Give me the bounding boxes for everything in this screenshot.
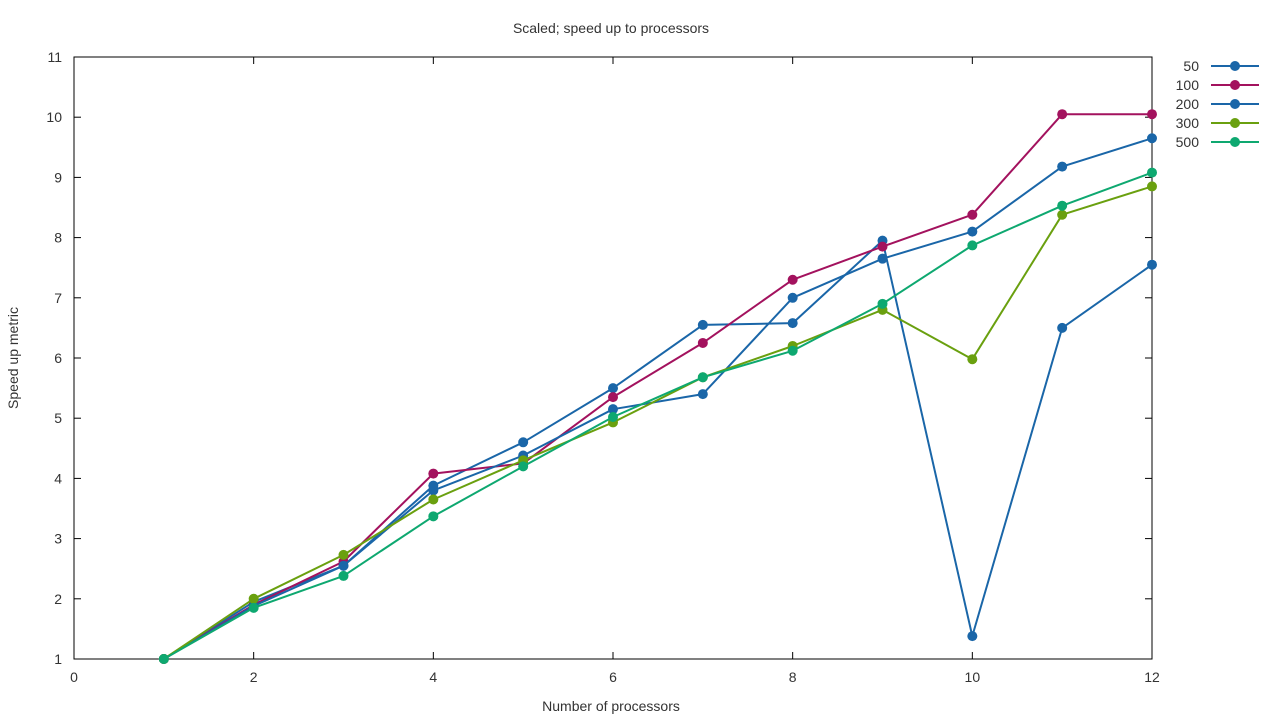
legend-label: 200 (1176, 96, 1200, 112)
y-tick-label: 4 (54, 470, 62, 486)
data-point (877, 241, 888, 252)
y-tick-label: 11 (47, 49, 62, 65)
data-point (787, 274, 798, 285)
data-point (428, 468, 439, 479)
y-axis-label: Speed up metric (5, 307, 21, 409)
data-point (608, 392, 618, 403)
data-point (248, 602, 259, 613)
legend-swatch-marker (1230, 80, 1240, 90)
data-point (967, 631, 978, 642)
data-point (697, 372, 708, 383)
y-tick-label: 7 (54, 290, 62, 306)
data-point (1147, 133, 1157, 144)
series-line (163, 137, 1153, 660)
data-point (787, 292, 798, 303)
data-point (877, 253, 888, 264)
series-50 (158, 235, 1157, 664)
y-tick-label: 10 (46, 109, 62, 125)
x-tick-label: 6 (609, 669, 617, 685)
series-500 (158, 167, 1157, 664)
plot-frame (73, 56, 1153, 660)
legend: 50 100 200 300 500 (1176, 58, 1259, 150)
data-point (787, 318, 798, 329)
data-point (967, 209, 978, 220)
legend-label: 300 (1176, 115, 1200, 131)
legend-item: 200 (1176, 96, 1259, 112)
data-point (1147, 259, 1157, 270)
y-tick-label: 1 (54, 651, 62, 667)
x-tick-label: 2 (250, 669, 258, 685)
legend-label: 500 (1176, 134, 1200, 150)
series-line (163, 239, 1153, 660)
x-tick-label: 0 (70, 669, 78, 685)
data-point (1057, 322, 1068, 333)
data-point (1057, 200, 1068, 211)
series-line (163, 171, 1153, 660)
y-tick-label: 5 (54, 410, 62, 426)
data-point (338, 549, 349, 560)
data-point (697, 389, 708, 400)
data-point (1057, 109, 1068, 120)
series-200 (158, 133, 1157, 664)
y-tick-label: 6 (54, 350, 62, 366)
legend-swatch-marker (1230, 137, 1240, 147)
x-tick-label: 12 (1144, 669, 1160, 685)
data-point (608, 411, 618, 422)
data-point (697, 319, 708, 330)
data-point (1057, 209, 1068, 220)
series-line (163, 185, 1153, 660)
series-line (163, 113, 1152, 660)
y-tick-label: 9 (54, 169, 62, 185)
series-300 (158, 181, 1157, 664)
series-layer (158, 109, 1157, 664)
chart-title: Scaled; speed up to processors (513, 20, 709, 36)
data-point (518, 461, 529, 472)
data-point (428, 485, 439, 496)
x-axis-label: Number of processors (542, 698, 680, 714)
data-point (1147, 167, 1157, 178)
x-tick-label: 4 (429, 669, 437, 685)
legend-item: 300 (1176, 115, 1259, 131)
data-point (967, 240, 978, 251)
data-point (877, 298, 888, 309)
legend-swatch-marker (1230, 99, 1240, 109)
data-point (338, 570, 349, 581)
data-point (1147, 109, 1157, 120)
data-point (787, 345, 798, 356)
legend-item: 100 (1176, 77, 1259, 93)
data-point (428, 494, 439, 505)
y-tick-label: 8 (54, 230, 62, 246)
data-point (1147, 181, 1157, 192)
data-point (338, 560, 349, 571)
legend-label: 100 (1176, 77, 1200, 93)
legend-swatch-marker (1230, 61, 1240, 71)
data-point (158, 654, 169, 664)
y-tick-label: 3 (54, 531, 62, 547)
legend-item: 500 (1176, 134, 1259, 150)
y-tick-label: 2 (54, 591, 62, 607)
data-point (967, 226, 978, 237)
data-point (518, 437, 529, 448)
data-point (1057, 161, 1068, 172)
x-tick-label: 10 (965, 669, 981, 685)
legend-swatch-marker (1230, 118, 1240, 128)
legend-label: 50 (1183, 58, 1199, 74)
data-point (967, 354, 978, 365)
data-point (608, 404, 618, 415)
legend-item: 50 (1183, 58, 1259, 74)
x-tick-label: 8 (789, 669, 797, 685)
data-point (697, 337, 708, 348)
data-point (248, 593, 259, 604)
data-point (608, 383, 618, 394)
data-point (428, 511, 439, 522)
